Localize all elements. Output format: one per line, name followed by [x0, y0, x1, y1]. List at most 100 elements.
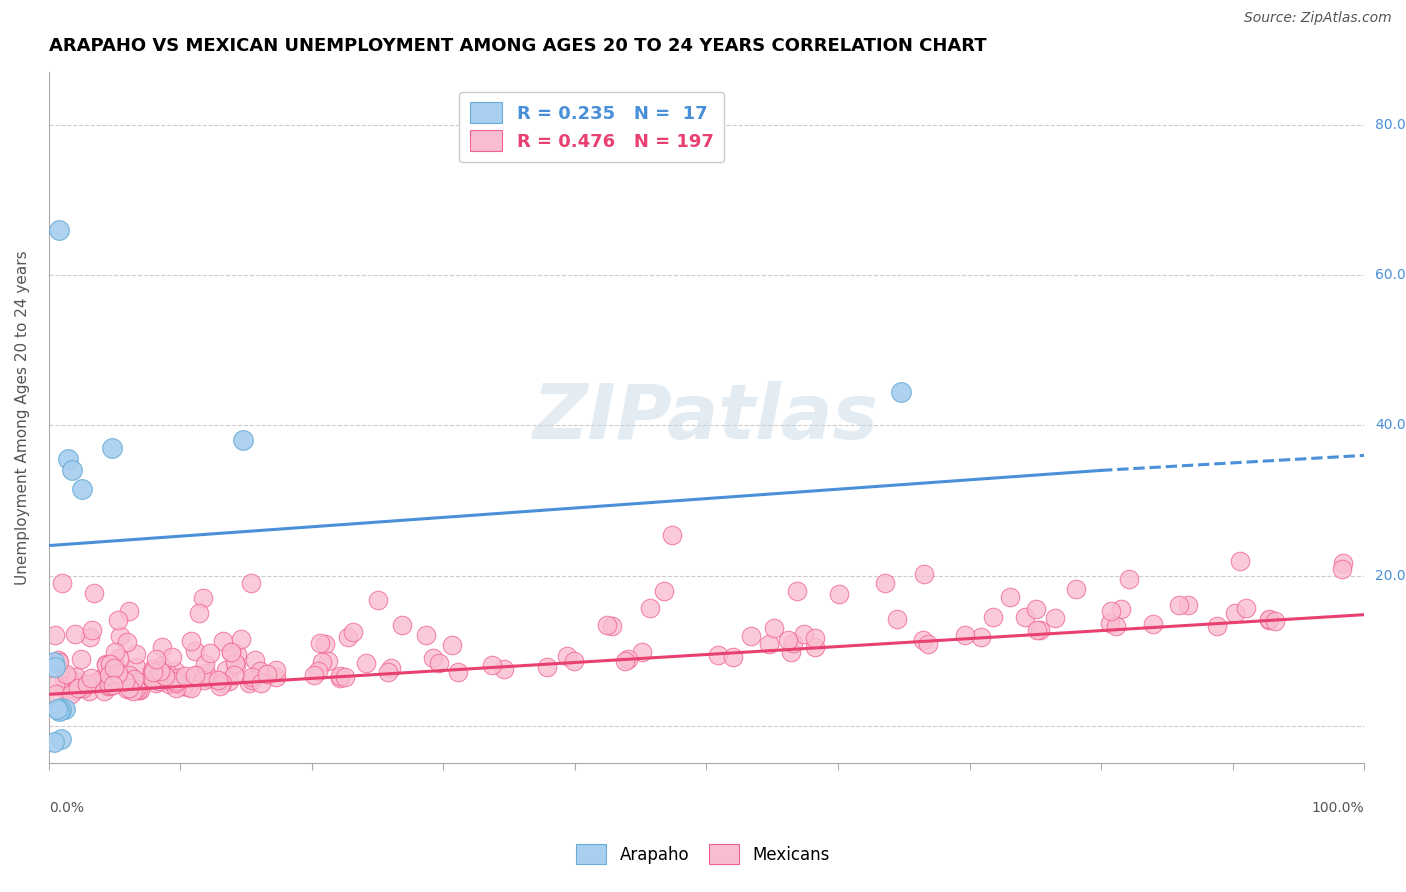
- Point: [118, 681, 141, 695]
- Point: [886, 612, 908, 626]
- Point: [165, 681, 187, 695]
- Point: [226, 648, 249, 662]
- Point: [308, 636, 330, 650]
- Point: [447, 665, 470, 679]
- Point: [128, 682, 150, 697]
- Point: [1029, 623, 1052, 637]
- Point: [150, 640, 173, 655]
- Point: [875, 576, 897, 591]
- Point: [48, 704, 70, 718]
- Point: [98, 657, 121, 671]
- Point: [243, 653, 266, 667]
- Point: [207, 673, 229, 688]
- Point: [44, 628, 66, 642]
- Text: Source: ZipAtlas.com: Source: ZipAtlas.com: [1244, 12, 1392, 25]
- Point: [118, 667, 141, 681]
- Point: [59, 687, 82, 701]
- Point: [97, 679, 120, 693]
- Point: [1000, 590, 1022, 604]
- Point: [165, 675, 187, 690]
- Point: [44, 678, 66, 692]
- Point: [1234, 600, 1257, 615]
- Point: [65, 670, 87, 684]
- Point: [70, 482, 93, 496]
- Point: [314, 637, 336, 651]
- Point: [122, 684, 145, 698]
- Point: [104, 657, 127, 672]
- Text: 40.0%: 40.0%: [1375, 418, 1406, 433]
- Point: [187, 606, 209, 620]
- Point: [56, 670, 79, 684]
- Point: [193, 673, 215, 687]
- Point: [191, 591, 214, 606]
- Point: [145, 652, 167, 666]
- Point: [596, 618, 619, 632]
- Point: [256, 667, 278, 681]
- Point: [165, 673, 187, 688]
- Point: [49, 703, 72, 717]
- Point: [763, 621, 786, 635]
- Point: [803, 631, 825, 645]
- Point: [53, 672, 76, 686]
- Point: [1168, 598, 1191, 612]
- Point: [225, 657, 247, 672]
- Point: [184, 668, 207, 682]
- Point: [307, 665, 329, 679]
- Point: [117, 681, 139, 696]
- Point: [1025, 602, 1047, 616]
- Point: [141, 664, 163, 678]
- Point: [180, 634, 202, 648]
- Point: [101, 678, 124, 692]
- Point: [160, 650, 183, 665]
- Point: [1064, 582, 1087, 596]
- Point: [67, 681, 90, 696]
- Point: [128, 675, 150, 690]
- Point: [183, 644, 205, 658]
- Point: [890, 384, 912, 399]
- Point: [652, 584, 675, 599]
- Point: [316, 654, 339, 668]
- Point: [153, 668, 176, 682]
- Point: [157, 667, 180, 681]
- Point: [706, 648, 728, 663]
- Point: [45, 702, 67, 716]
- Point: [197, 671, 219, 685]
- Point: [48, 655, 70, 669]
- Point: [118, 604, 141, 618]
- Point: [1257, 613, 1279, 627]
- Point: [98, 677, 121, 691]
- Point: [249, 665, 271, 679]
- Point: [58, 452, 80, 467]
- Point: [165, 664, 187, 678]
- Point: [98, 679, 121, 693]
- Legend: R = 0.235   N =  17, R = 0.476   N = 197: R = 0.235 N = 17, R = 0.476 N = 197: [458, 92, 724, 162]
- Point: [125, 681, 148, 696]
- Point: [740, 629, 762, 643]
- Point: [177, 681, 200, 695]
- Point: [264, 663, 287, 677]
- Point: [187, 668, 209, 682]
- Point: [72, 681, 94, 696]
- Point: [238, 676, 260, 690]
- Point: [51, 576, 73, 591]
- Text: 60.0%: 60.0%: [1375, 268, 1406, 282]
- Point: [356, 656, 378, 670]
- Text: 20.0%: 20.0%: [1375, 568, 1406, 582]
- Point: [122, 672, 145, 686]
- Point: [1101, 604, 1123, 618]
- Point: [302, 667, 325, 681]
- Point: [782, 636, 804, 650]
- Point: [917, 636, 939, 650]
- Point: [93, 683, 115, 698]
- Point: [107, 613, 129, 627]
- Point: [193, 657, 215, 672]
- Point: [953, 628, 976, 642]
- Y-axis label: Unemployment Among Ages 20 to 24 years: Unemployment Among Ages 20 to 24 years: [15, 251, 30, 585]
- Point: [114, 674, 136, 689]
- Point: [49, 701, 72, 715]
- Point: [1142, 616, 1164, 631]
- Point: [780, 645, 803, 659]
- Point: [107, 665, 129, 680]
- Point: [62, 463, 84, 477]
- Point: [219, 644, 242, 658]
